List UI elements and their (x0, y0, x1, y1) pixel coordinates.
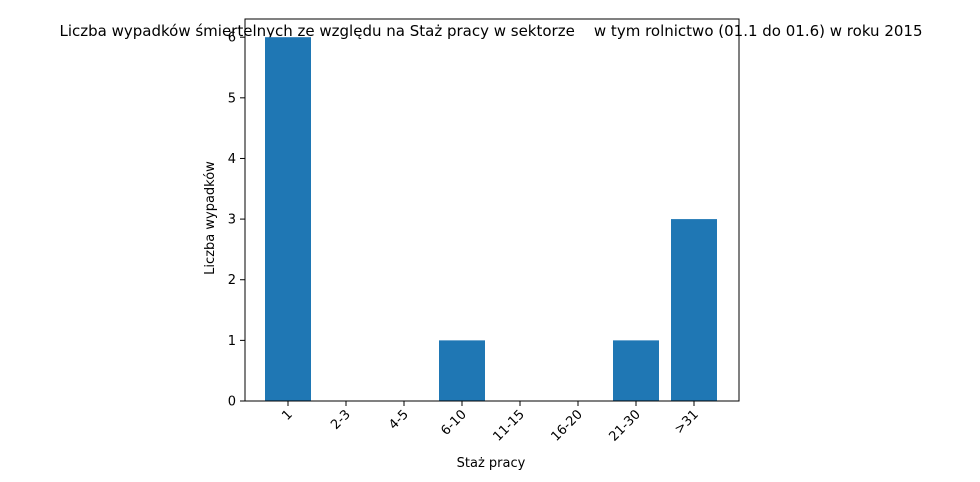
y-tick-label: 0 (228, 395, 236, 410)
x-tick-label: 1 (279, 407, 295, 423)
y-tick-label: 4 (228, 152, 236, 167)
bar-1 (265, 37, 311, 401)
x-axis-label: Staż pracy (457, 456, 526, 471)
y-tick-label: 3 (228, 213, 236, 228)
x-tick-label: 21-30 (607, 407, 644, 444)
bar-6-10 (439, 340, 485, 401)
y-axis-label: Liczba wypadków (203, 161, 218, 275)
x-tick-label: 6-10 (438, 407, 469, 438)
plot-area: 0 1 2 3 4 5 6 1 2-3 4-5 6-10 11-15 16-20 21-30 >31 (228, 18, 740, 445)
chart-title: Liczba wypadków śmiertelnych ze względu … (59, 22, 922, 40)
x-tick-label: >31 (672, 407, 702, 437)
x-tick-label: 2-3 (328, 407, 354, 433)
x-tick-label: 16-20 (549, 407, 586, 444)
x-tick-label: 4-5 (386, 407, 412, 433)
y-tick-label: 2 (228, 273, 236, 288)
axes-frame (244, 18, 740, 402)
bar->31 (671, 219, 717, 401)
y-tick-label: 5 (228, 91, 236, 106)
bar-21-30 (613, 340, 659, 401)
x-tick-label: 11-15 (491, 407, 528, 444)
y-tick-label: 6 (228, 31, 236, 46)
y-tick-label: 1 (228, 334, 236, 349)
